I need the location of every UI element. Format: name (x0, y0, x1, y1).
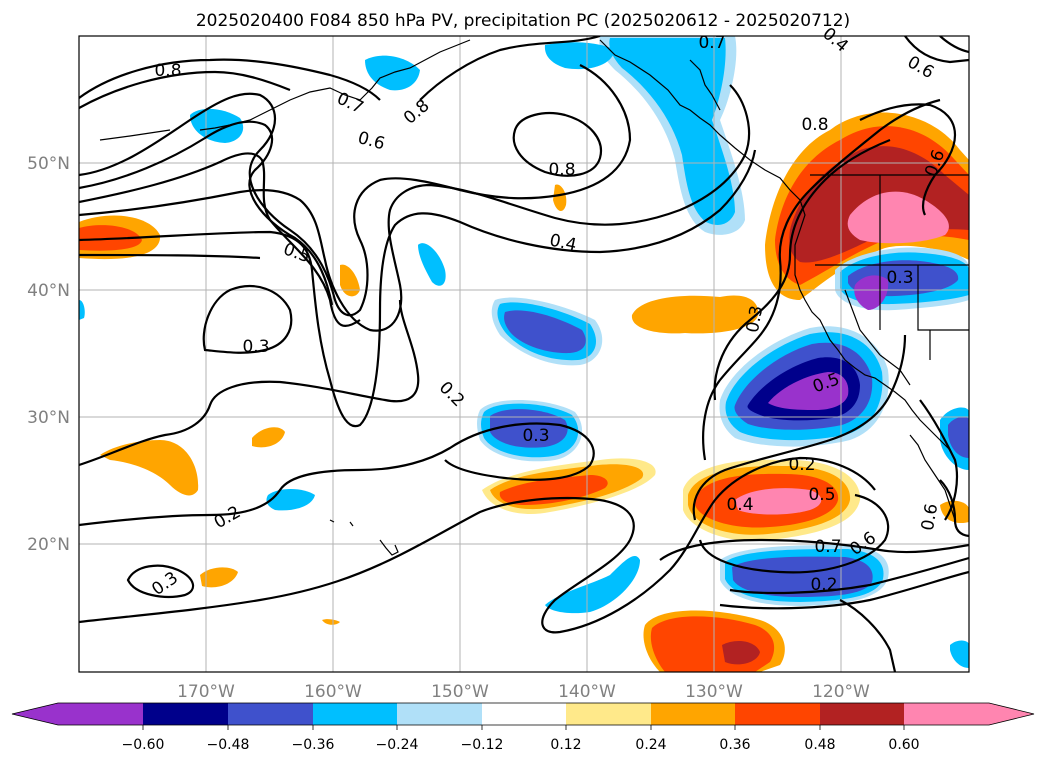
map-panel: 0.8 0.7 0.6 0.8 0.8 0.8 0.6 0.6 0.5 0.4 … (78, 24, 970, 673)
pv-contour-label: 0.4 (726, 495, 753, 515)
colorbar-tick-label: −0.24 (376, 737, 419, 753)
colorbar-tick-label: 0.36 (719, 737, 750, 753)
pv-contour-label: 0.7 (814, 537, 841, 557)
pv-contour (79, 299, 420, 467)
figure-title: 2025020400 F084 850 hPa PV, precipitatio… (196, 11, 850, 31)
pv-contour-label: 0.8 (801, 115, 828, 135)
map-frame (78, 35, 970, 673)
colorbar-ticks (142, 725, 905, 730)
lat-label: 40°N (27, 281, 70, 301)
colorbar-tick-label: 0.60 (888, 737, 919, 753)
lon-label: 130°W (685, 682, 743, 702)
colorbar-segment (397, 703, 482, 725)
pv-contour (659, 538, 969, 561)
colorbar-extend-low (12, 703, 58, 725)
pv-contour-label: 0.8 (548, 160, 575, 180)
lat-label: 20°N (27, 535, 70, 555)
colorbar-segment (735, 703, 820, 725)
pv-contour (79, 422, 595, 527)
pv-contour (202, 285, 293, 354)
pv-contour-label: 0.3 (242, 337, 269, 357)
pv-contour (904, 36, 969, 64)
pv-contour (719, 570, 969, 610)
lat-label: 30°N (27, 408, 70, 428)
colorbar-segment (566, 703, 651, 725)
pv-contour (702, 98, 941, 461)
lon-label: 150°W (431, 682, 489, 702)
pv-contour-label: 0.7 (698, 33, 725, 53)
colorbar-segment (313, 703, 397, 725)
pv-contour (79, 152, 361, 328)
pv-contour-label: 0.5 (808, 485, 835, 505)
pv-contour (939, 479, 969, 538)
lon-label: 140°W (558, 682, 616, 702)
pv-contour-label: 0.2 (810, 575, 837, 595)
pv-contour (79, 70, 291, 109)
colorbar-segment (143, 703, 228, 725)
colorbar: −0.60 −0.48 −0.36 −0.24 −0.12 0.12 0.24 … (11, 702, 1035, 753)
colorbar-tick-label: −0.48 (207, 737, 250, 753)
pv-contour (79, 58, 381, 101)
pv-contour-label: 0.8 (154, 61, 181, 81)
precip-positive-sw (100, 440, 199, 496)
pv-contour-label: 0.3 (886, 268, 913, 288)
colorbar-segment (58, 703, 143, 725)
pv-contour (729, 556, 969, 595)
pv-contour (79, 149, 757, 428)
longitude-labels: 170°W 160°W 150°W 140°W 130°W 120°W (177, 682, 870, 702)
colorbar-segment (228, 703, 313, 725)
colorbar-outline (11, 702, 1035, 726)
pv-contour-label: 0.3 (522, 426, 549, 446)
graticule (79, 36, 969, 672)
pv-contour (512, 112, 603, 177)
colorbar-segment (651, 703, 735, 725)
pv-contour (79, 120, 334, 306)
colorbar-tick-label: 0.48 (804, 737, 835, 753)
pv-contour (79, 253, 261, 260)
pv-contour (698, 493, 890, 574)
precip-shading (79, 36, 969, 672)
colorbar-segment (820, 703, 904, 725)
pv-contour (126, 564, 195, 598)
pv-contour (419, 36, 601, 101)
pv-contour-label: 0.2 (788, 455, 815, 475)
pv-contour (692, 334, 907, 521)
pv-contours (79, 36, 969, 672)
latitude-labels: 50°N 40°N 30°N 20°N (27, 154, 70, 555)
pv-contour-label: 0.6 (918, 502, 942, 532)
colorbar-tick-label: 0.24 (635, 737, 666, 753)
pv-contour (939, 36, 969, 54)
pv-contour (79, 456, 876, 634)
colorbar-tick-label: −0.36 (292, 737, 335, 753)
pv-contour-label: 0.3 (743, 304, 767, 334)
lon-label: 170°W (177, 682, 235, 702)
pv-contour (713, 138, 891, 401)
colorbar-tick-label: −0.12 (461, 737, 504, 753)
colorbar-segment (482, 703, 566, 725)
precip-positive-central (631, 295, 759, 334)
colorbar-tick-label: −0.60 (122, 737, 165, 753)
lon-label: 160°W (304, 682, 362, 702)
pv-contour (859, 103, 957, 216)
pv-contour (79, 64, 632, 317)
lat-label: 50°N (27, 154, 70, 174)
pv-contour (839, 599, 897, 672)
colorbar-tick-label: 0.12 (550, 737, 581, 753)
lon-label: 120°W (812, 682, 870, 702)
colorbar-extend-high (904, 703, 1034, 725)
